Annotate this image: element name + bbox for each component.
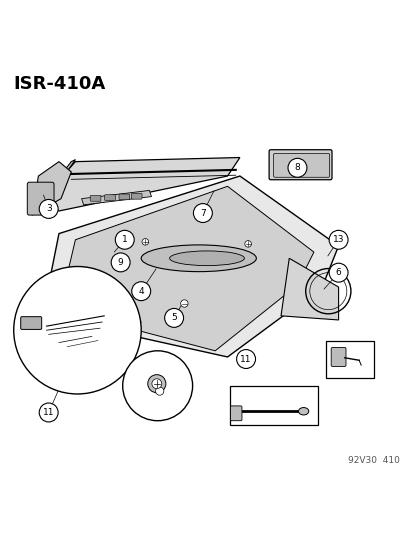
Circle shape	[193, 204, 212, 222]
Circle shape	[111, 253, 130, 272]
Circle shape	[152, 379, 161, 389]
Circle shape	[244, 240, 251, 247]
Circle shape	[339, 354, 358, 373]
Circle shape	[287, 158, 306, 177]
FancyBboxPatch shape	[131, 193, 142, 199]
Circle shape	[14, 266, 141, 394]
Polygon shape	[43, 159, 75, 201]
Text: 11: 11	[43, 408, 54, 417]
Circle shape	[236, 350, 255, 368]
FancyBboxPatch shape	[90, 196, 101, 201]
Text: 5: 5	[171, 313, 176, 322]
Polygon shape	[43, 158, 239, 211]
Text: 13: 13	[332, 235, 344, 244]
Text: 15: 15	[342, 359, 354, 368]
Text: 9: 9	[117, 258, 123, 267]
Ellipse shape	[169, 251, 244, 265]
Text: 11: 11	[240, 354, 251, 364]
Text: 6: 6	[335, 268, 341, 277]
Circle shape	[135, 383, 154, 401]
Polygon shape	[81, 190, 151, 205]
Polygon shape	[32, 161, 71, 215]
Text: 4: 4	[138, 287, 144, 296]
Circle shape	[164, 309, 183, 327]
FancyBboxPatch shape	[268, 150, 331, 180]
FancyBboxPatch shape	[21, 317, 42, 329]
Circle shape	[131, 282, 150, 301]
Polygon shape	[43, 176, 338, 357]
Text: 3: 3	[46, 205, 52, 213]
Circle shape	[39, 403, 58, 422]
FancyBboxPatch shape	[119, 194, 129, 200]
Text: 10: 10	[67, 272, 79, 281]
Circle shape	[39, 199, 58, 219]
Text: 8: 8	[294, 163, 299, 172]
Polygon shape	[59, 187, 313, 351]
Circle shape	[25, 321, 44, 340]
Circle shape	[122, 351, 192, 421]
FancyBboxPatch shape	[229, 386, 317, 425]
Circle shape	[180, 300, 188, 307]
Circle shape	[294, 405, 312, 424]
FancyBboxPatch shape	[325, 341, 373, 377]
Circle shape	[142, 239, 148, 245]
Ellipse shape	[141, 245, 256, 272]
Text: 1: 1	[121, 235, 127, 244]
Circle shape	[64, 268, 83, 286]
FancyBboxPatch shape	[27, 182, 54, 215]
Polygon shape	[280, 259, 338, 320]
Circle shape	[328, 263, 347, 282]
Text: 2: 2	[31, 326, 37, 335]
FancyBboxPatch shape	[104, 195, 115, 200]
FancyBboxPatch shape	[330, 348, 345, 366]
Circle shape	[147, 375, 166, 393]
FancyBboxPatch shape	[230, 406, 241, 421]
Text: 12: 12	[297, 410, 309, 419]
Circle shape	[115, 230, 134, 249]
FancyBboxPatch shape	[273, 154, 329, 177]
Text: 14: 14	[139, 387, 151, 397]
Circle shape	[155, 387, 164, 395]
Ellipse shape	[298, 408, 308, 415]
Text: ISR-410A: ISR-410A	[14, 75, 106, 93]
Text: 92V30  410: 92V30 410	[348, 456, 399, 465]
Circle shape	[328, 230, 347, 249]
Text: 7: 7	[199, 208, 205, 217]
